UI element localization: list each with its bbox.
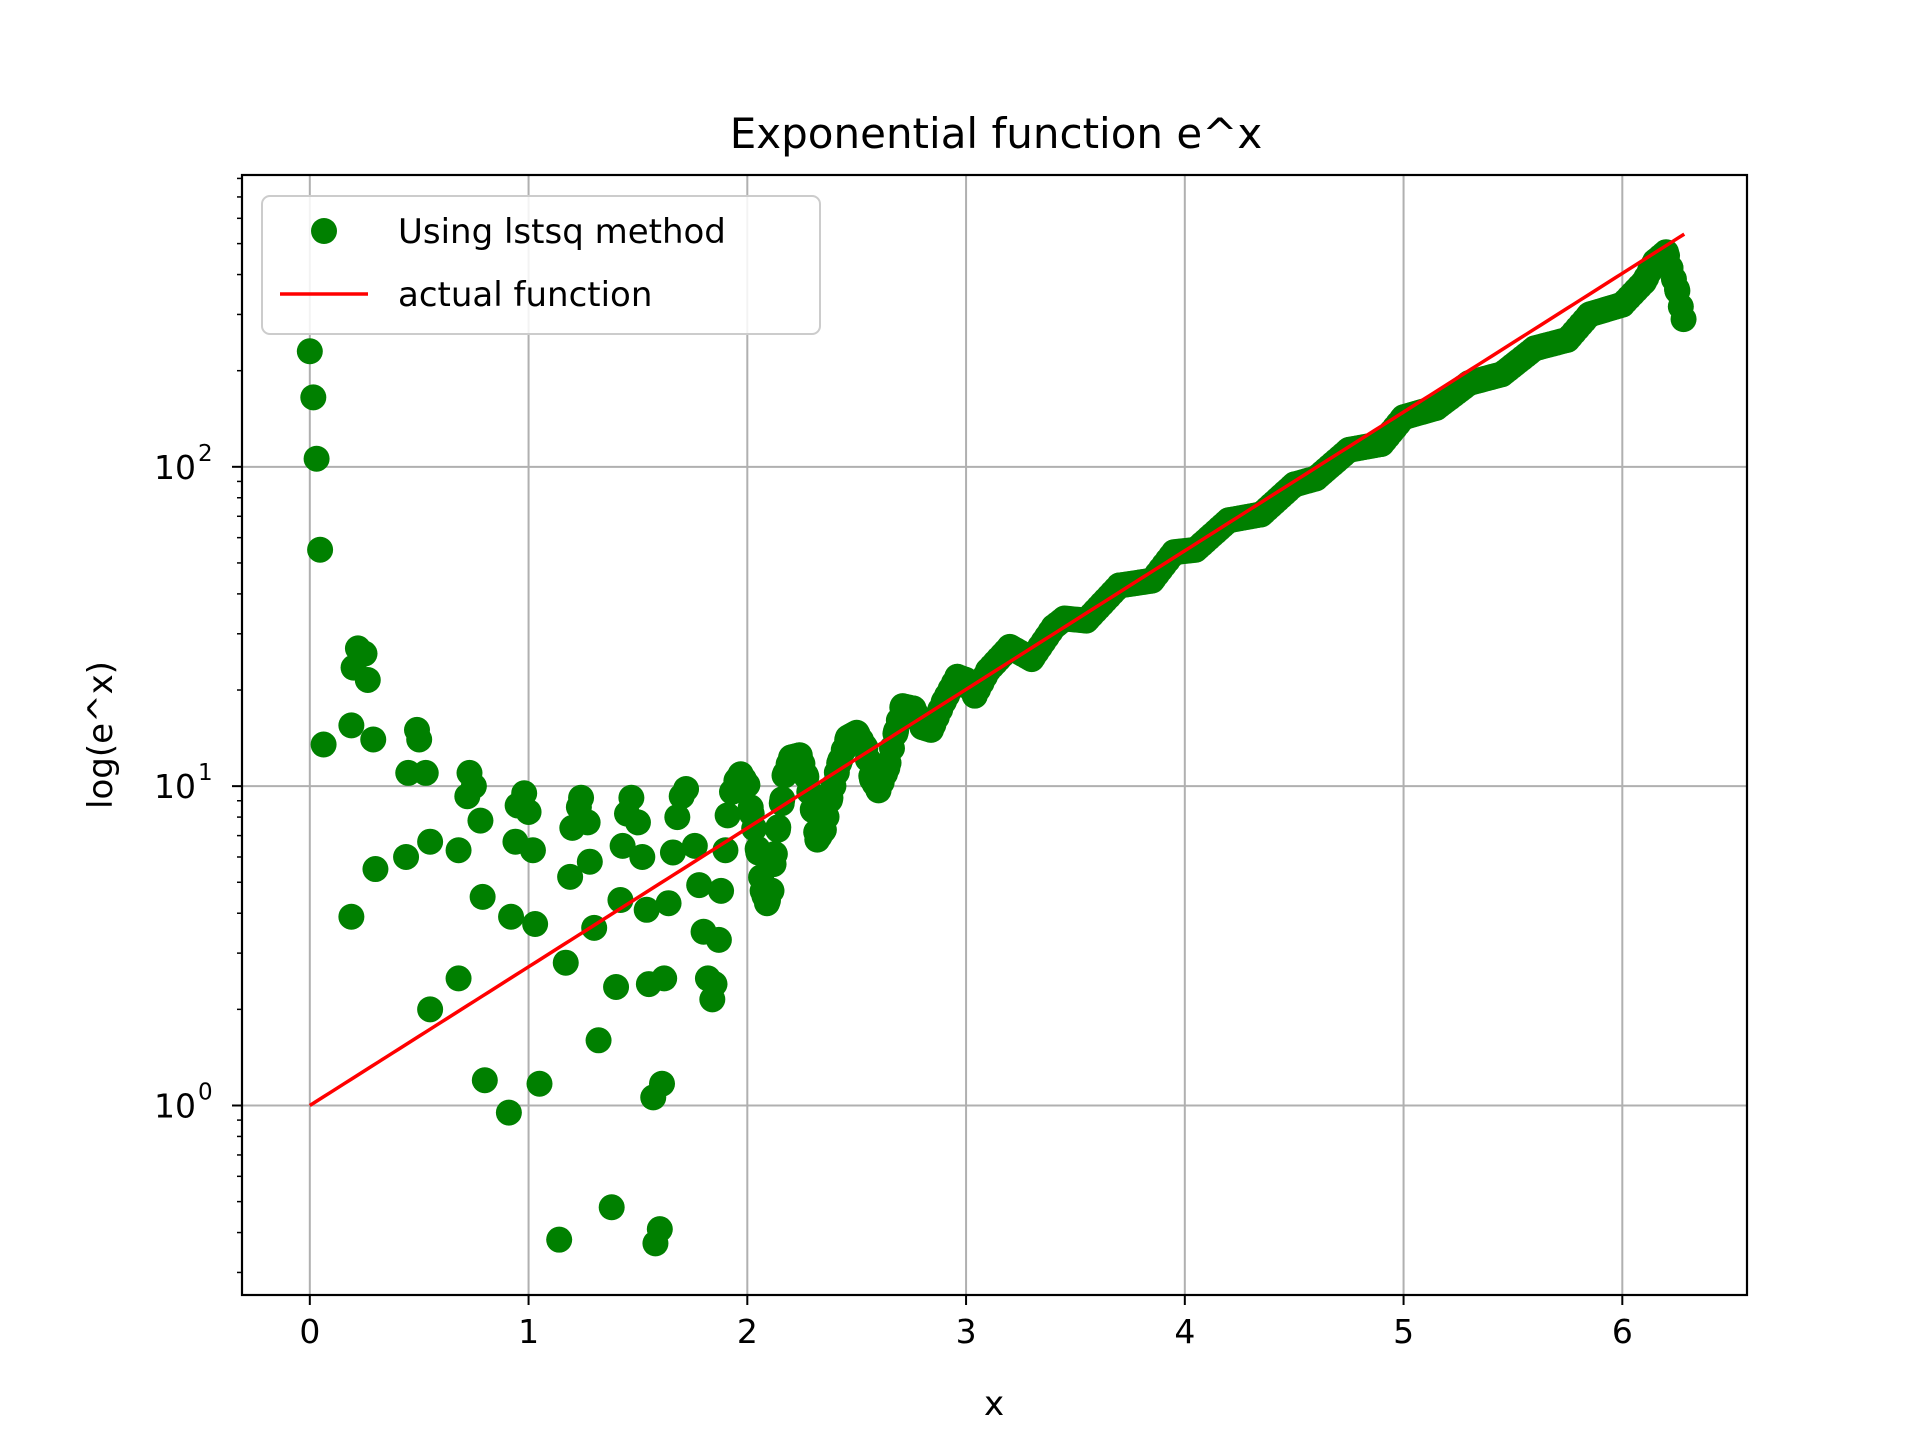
lstsq-point bbox=[310, 731, 337, 758]
x-tick-label: 5 bbox=[1393, 1312, 1414, 1351]
lstsq-point bbox=[629, 843, 656, 870]
lstsq-point bbox=[296, 338, 323, 365]
lstsq-point bbox=[761, 840, 788, 867]
lstsq-point bbox=[307, 536, 334, 563]
lstsq-point bbox=[664, 804, 691, 831]
lstsq-point bbox=[1667, 293, 1694, 320]
x-tick-label: 0 bbox=[299, 1312, 320, 1351]
lstsq-point bbox=[633, 896, 660, 923]
grid bbox=[242, 175, 1747, 1295]
lstsq-point bbox=[655, 890, 682, 917]
y-tick-label: 10 bbox=[154, 767, 196, 806]
y-axis-label: log(e^x) bbox=[81, 661, 121, 809]
lstsq-point bbox=[406, 726, 433, 753]
lstsq-point bbox=[300, 384, 327, 411]
lstsq-point bbox=[603, 973, 630, 1000]
lstsq-point bbox=[522, 911, 549, 938]
lstsq-point bbox=[354, 666, 381, 693]
y-tick-label-exponent: 0 bbox=[198, 1079, 213, 1105]
x-tick-label: 4 bbox=[1174, 1312, 1195, 1351]
lstsq-point bbox=[758, 877, 785, 904]
lstsq-point bbox=[681, 832, 708, 859]
lstsq-point bbox=[467, 807, 494, 834]
lstsq-point bbox=[471, 1067, 498, 1094]
lstsq-point bbox=[546, 1226, 573, 1253]
lstsq-point bbox=[568, 784, 595, 811]
plot-series bbox=[296, 232, 1697, 1257]
x-axis-label: x bbox=[984, 1384, 1004, 1424]
legend-label-lstsq: Using lstsq method bbox=[398, 212, 726, 252]
lstsq-point bbox=[585, 1027, 612, 1054]
legend: Using lstsq method actual function bbox=[261, 195, 821, 335]
lstsq-point bbox=[618, 784, 645, 811]
lstsq-point bbox=[338, 712, 365, 739]
lstsq-point bbox=[705, 926, 732, 953]
chart-title: Exponential function e^x bbox=[730, 109, 1263, 158]
lstsq-point bbox=[708, 877, 735, 904]
actual-function-line bbox=[308, 232, 1686, 1107]
lstsq-point bbox=[445, 837, 472, 864]
lstsq-point bbox=[557, 863, 584, 890]
lstsq-point bbox=[673, 775, 700, 802]
y-tick-label: 10 bbox=[154, 1086, 196, 1125]
lstsq-point bbox=[646, 1216, 673, 1243]
lstsq-point bbox=[469, 883, 496, 910]
lstsq-point bbox=[417, 828, 444, 855]
lstsq-point bbox=[338, 903, 365, 930]
x-tick-label: 6 bbox=[1612, 1312, 1633, 1351]
lstsq-point bbox=[360, 726, 387, 753]
lstsq-point bbox=[460, 773, 487, 800]
x-tick-label: 2 bbox=[737, 1312, 758, 1351]
lstsq-point bbox=[362, 856, 389, 883]
lstsq-point bbox=[598, 1194, 625, 1221]
legend-marker-lstsq bbox=[311, 218, 337, 244]
x-tick-label: 1 bbox=[518, 1312, 539, 1351]
lstsq-point bbox=[519, 837, 546, 864]
lstsq-point bbox=[624, 809, 651, 836]
lstsq-point bbox=[412, 759, 439, 786]
lstsq-point bbox=[495, 1099, 522, 1126]
y-tick-label-exponent: 2 bbox=[198, 441, 213, 467]
lstsq-point bbox=[445, 965, 472, 992]
lstsq-point bbox=[393, 843, 420, 870]
lstsq-point bbox=[701, 971, 728, 998]
y-tick-label: 10 bbox=[154, 448, 196, 487]
lstsq-point bbox=[303, 445, 330, 472]
lstsq-point bbox=[714, 802, 741, 829]
lstsq-point bbox=[649, 1070, 675, 1097]
legend-box bbox=[261, 195, 821, 335]
lstsq-point bbox=[659, 839, 686, 866]
y-tick-label-exponent: 1 bbox=[198, 760, 213, 786]
lstsq-point bbox=[712, 837, 739, 864]
lstsq-point bbox=[686, 872, 713, 899]
lstsq-point bbox=[741, 815, 768, 842]
lstsq-point bbox=[417, 996, 444, 1023]
x-tick-label: 3 bbox=[956, 1312, 977, 1351]
lstsq-point bbox=[526, 1070, 553, 1097]
lstsq-point bbox=[737, 794, 764, 821]
lstsq-point bbox=[552, 949, 579, 976]
lstsq-point bbox=[576, 848, 603, 875]
lstsq-point bbox=[765, 814, 792, 841]
lstsq-point bbox=[498, 903, 525, 930]
lstsq-point bbox=[734, 771, 761, 798]
legend-label-actual: actual function bbox=[398, 275, 652, 315]
lstsq-point bbox=[609, 832, 636, 859]
lstsq-point bbox=[574, 809, 601, 836]
plot-frame bbox=[240, 173, 1749, 1297]
lstsq-point bbox=[651, 965, 678, 992]
lstsq-point bbox=[351, 640, 378, 667]
lstsq-point bbox=[515, 798, 542, 825]
